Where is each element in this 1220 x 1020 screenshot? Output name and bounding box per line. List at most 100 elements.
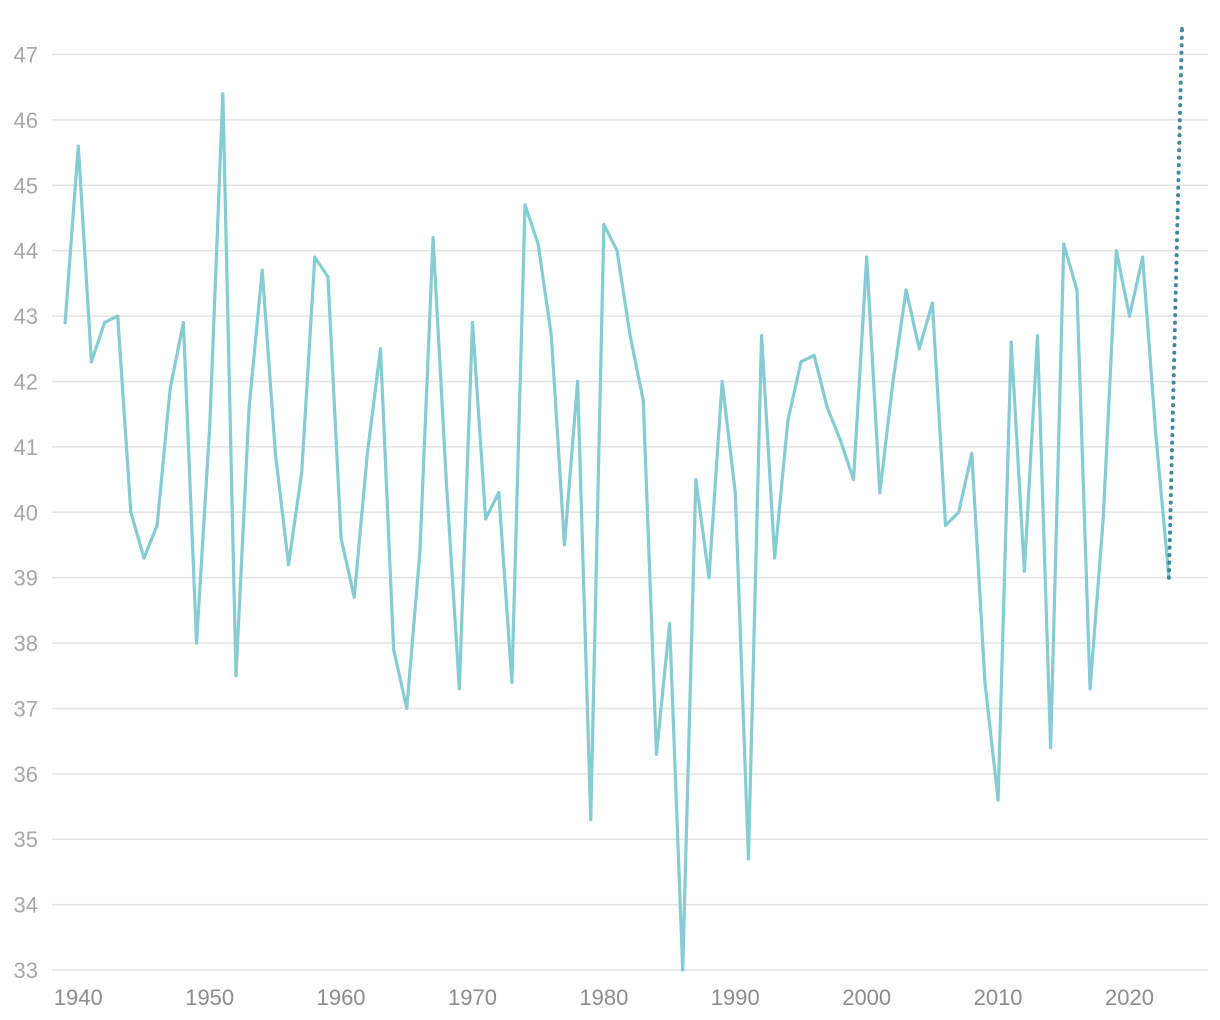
data-point bbox=[378, 347, 383, 351]
data-point bbox=[1022, 569, 1026, 573]
data-point bbox=[838, 438, 843, 442]
data-point bbox=[904, 288, 908, 292]
data-point bbox=[746, 857, 751, 861]
data-point bbox=[602, 222, 606, 227]
data-point bbox=[129, 510, 133, 514]
data-point bbox=[181, 321, 185, 325]
data-point bbox=[1101, 517, 1105, 521]
data-point bbox=[694, 477, 698, 482]
data-point bbox=[102, 321, 107, 325]
y-axis-ticks: 33 34 35 36 37 38 39 40 41 42 43 44 45 46 47 bbox=[14, 43, 38, 984]
x-tick-label: 1980 bbox=[579, 985, 628, 1010]
data-point bbox=[155, 523, 159, 527]
data-point bbox=[773, 556, 777, 560]
data-point bbox=[576, 379, 580, 384]
data-point bbox=[536, 242, 540, 246]
data-point bbox=[917, 347, 921, 351]
data-point bbox=[273, 451, 277, 455]
data-point bbox=[1127, 314, 1132, 318]
data-point bbox=[825, 406, 829, 410]
data-point bbox=[983, 680, 987, 684]
y-tick-label: 46 bbox=[14, 108, 38, 133]
data-point bbox=[957, 510, 961, 514]
data-point bbox=[891, 379, 895, 384]
data-point bbox=[497, 491, 501, 495]
y-tick-label: 43 bbox=[14, 304, 38, 329]
data-point bbox=[1035, 334, 1040, 338]
data-point bbox=[1141, 255, 1145, 259]
gridlines bbox=[52, 53, 1208, 971]
y-tick-label: 40 bbox=[14, 500, 38, 525]
data-point bbox=[352, 595, 356, 599]
data-point bbox=[812, 353, 816, 357]
y-tick-label: 39 bbox=[14, 566, 38, 591]
y-tick-label: 38 bbox=[14, 631, 38, 656]
x-tick-label: 1960 bbox=[317, 985, 366, 1010]
data-point bbox=[628, 334, 632, 338]
data-point bbox=[286, 562, 291, 567]
data-point bbox=[1062, 242, 1066, 246]
data-point bbox=[142, 556, 146, 560]
data-point bbox=[878, 491, 882, 495]
data-point bbox=[76, 144, 80, 148]
data-point bbox=[168, 386, 172, 390]
data-point bbox=[720, 379, 724, 384]
x-tick-label: 1990 bbox=[711, 985, 760, 1010]
data-point bbox=[799, 360, 803, 364]
data-point bbox=[1088, 687, 1092, 691]
y-tick-label: 44 bbox=[14, 239, 38, 264]
data-point bbox=[1075, 288, 1079, 292]
data-point bbox=[365, 451, 369, 455]
data-point bbox=[1049, 746, 1053, 750]
x-tick-label: 1970 bbox=[448, 985, 497, 1010]
data-point bbox=[930, 301, 934, 305]
data-point bbox=[1180, 26, 1184, 30]
data-point bbox=[681, 968, 685, 972]
data-point bbox=[759, 334, 764, 338]
data-point bbox=[707, 576, 711, 580]
data-point bbox=[63, 321, 67, 325]
data-point bbox=[1009, 340, 1013, 344]
data-point bbox=[996, 798, 1000, 802]
data-point bbox=[1154, 432, 1158, 436]
data-point bbox=[641, 399, 645, 403]
data-point bbox=[457, 687, 461, 691]
data-point bbox=[510, 680, 514, 684]
y-tick-label: 42 bbox=[14, 369, 38, 394]
data-point bbox=[418, 549, 422, 554]
data-point bbox=[313, 255, 317, 259]
data-point bbox=[549, 334, 553, 338]
series-layer bbox=[63, 26, 1185, 972]
data-point bbox=[194, 641, 199, 645]
data-point bbox=[667, 621, 672, 626]
data-point bbox=[431, 236, 435, 240]
data-point bbox=[221, 92, 225, 96]
data-point bbox=[260, 268, 264, 272]
series-line-projection bbox=[1166, 26, 1185, 580]
data-point bbox=[654, 752, 659, 756]
data-point bbox=[444, 477, 448, 482]
x-tick-label: 2010 bbox=[974, 985, 1023, 1010]
data-point bbox=[300, 471, 304, 475]
y-tick-label: 37 bbox=[14, 696, 38, 721]
y-tick-label: 41 bbox=[14, 435, 38, 460]
x-tick-label: 1940 bbox=[54, 985, 103, 1010]
data-point bbox=[1167, 576, 1171, 580]
data-point bbox=[326, 275, 330, 279]
data-point bbox=[234, 674, 238, 678]
data-point bbox=[943, 523, 948, 527]
y-tick-label: 36 bbox=[14, 762, 38, 787]
data-point bbox=[405, 706, 409, 711]
data-point bbox=[247, 406, 251, 410]
x-tick-label: 2020 bbox=[1105, 985, 1154, 1010]
data-point bbox=[615, 249, 619, 253]
y-tick-label: 47 bbox=[14, 43, 38, 68]
data-point bbox=[851, 477, 856, 482]
x-axis-ticks: 1940 1950 1960 1970 1980 1990 2000 2010 2020 bbox=[54, 985, 1154, 1010]
data-point bbox=[1114, 249, 1118, 253]
data-point bbox=[484, 517, 488, 521]
x-tick-label: 2000 bbox=[842, 985, 891, 1010]
data-point bbox=[786, 419, 790, 423]
x-tick-label: 1950 bbox=[185, 985, 234, 1010]
y-tick-label: 45 bbox=[14, 173, 38, 198]
